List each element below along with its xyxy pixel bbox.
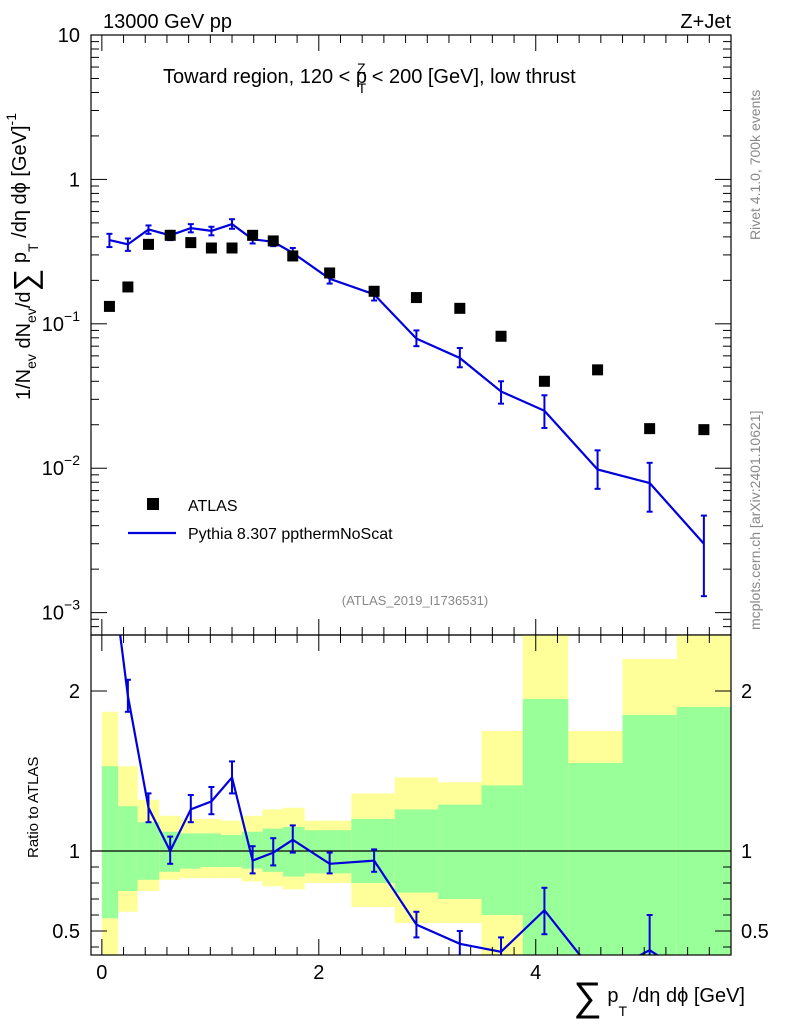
legend-pythia-label: Pythia 8.307 ppthermNoScat bbox=[188, 526, 393, 543]
header-left: 13000 GeV pp bbox=[103, 11, 232, 33]
atlas-series bbox=[103, 229, 710, 436]
uncertainty-bands bbox=[101, 635, 731, 955]
top-panel-frame bbox=[90, 34, 732, 636]
analysis-watermark: (ATLAS_2019_I1736531) bbox=[342, 593, 488, 608]
top-y-tick-label: 10−2 bbox=[42, 452, 80, 480]
atlas-point bbox=[142, 238, 154, 250]
top-y-tick-label: 1 bbox=[69, 169, 80, 191]
y-axis-label-bottom: Ratio to ATLAS bbox=[25, 757, 42, 858]
green-band bbox=[200, 833, 222, 867]
atlas-point bbox=[324, 267, 336, 279]
bottom-y-tick-label-right: 0.5 bbox=[741, 921, 769, 943]
atlas-point bbox=[644, 423, 656, 435]
atlas-point bbox=[103, 300, 115, 312]
legend-atlas-label: ATLAS bbox=[188, 498, 238, 515]
top-y-tick-labels: 10 1 10−1 10−2 10−3 bbox=[42, 25, 80, 625]
atlas-point bbox=[698, 424, 710, 436]
bottom-panel-frame bbox=[90, 634, 732, 956]
panel-title: Toward region, 120 < pZ T < 200 [GeV], lo… bbox=[163, 60, 576, 96]
atlas-point bbox=[495, 330, 507, 342]
legend-atlas-marker bbox=[147, 498, 159, 510]
rivet-label: Rivet 4.1.0, 700k events bbox=[747, 90, 763, 240]
bottom-y-tick-label-right: 2 bbox=[741, 681, 752, 703]
x-axis-label: ∑ pT /dη dϕ [GeV] bbox=[573, 975, 745, 1019]
green-band bbox=[101, 766, 119, 919]
green-band bbox=[568, 763, 623, 955]
top-y-tick-label: 10−1 bbox=[42, 308, 80, 336]
atlas-point bbox=[205, 242, 217, 254]
y-axis-label-top: 1/Nev dNev/d∑ pT /dη dϕ [GeV]-1 bbox=[3, 113, 43, 400]
atlas-point bbox=[592, 364, 604, 376]
bottom-y-tick-label-left: 2 bbox=[69, 681, 80, 703]
atlas-point bbox=[267, 235, 279, 247]
atlas-point bbox=[226, 242, 238, 254]
atlas-point bbox=[538, 375, 550, 387]
green-band bbox=[118, 806, 138, 891]
top-y-tick-label: 10 bbox=[58, 25, 80, 47]
green-band bbox=[522, 699, 569, 955]
green-band bbox=[676, 707, 731, 955]
top-y-tick-label: 10−3 bbox=[42, 597, 80, 625]
bottom-y-tick-label-right: 1 bbox=[741, 841, 752, 863]
ratio-clip-group bbox=[119, 635, 660, 955]
x-tick-label: 2 bbox=[313, 962, 324, 984]
pythia-line bbox=[109, 222, 705, 545]
bottom-y-tick-label-left: 1 bbox=[69, 841, 80, 863]
atlas-point bbox=[185, 237, 197, 249]
bottom-axis-ticks bbox=[91, 635, 731, 955]
atlas-point bbox=[410, 292, 422, 304]
x-tick-label: 4 bbox=[530, 962, 541, 984]
atlas-point bbox=[368, 285, 380, 297]
green-band bbox=[438, 804, 482, 899]
bottom-tick-labels: 0.5 0.5 1 1 2 2 0 2 4 bbox=[52, 681, 769, 984]
atlas-point bbox=[164, 229, 176, 241]
bottom-y-tick-label-left: 0.5 bbox=[52, 921, 80, 943]
atlas-point bbox=[122, 281, 134, 293]
header-right: Z+Jet bbox=[680, 11, 731, 33]
atlas-point bbox=[287, 250, 299, 262]
mcplots-label: mcplots.cern.ch [arXiv:2401.10621] bbox=[747, 411, 763, 630]
green-band bbox=[481, 785, 523, 915]
ratio-series bbox=[119, 635, 660, 955]
x-tick-label: 0 bbox=[96, 962, 107, 984]
atlas-point bbox=[247, 229, 259, 241]
atlas-point bbox=[454, 302, 466, 314]
top-axis-ticks bbox=[91, 34, 731, 636]
